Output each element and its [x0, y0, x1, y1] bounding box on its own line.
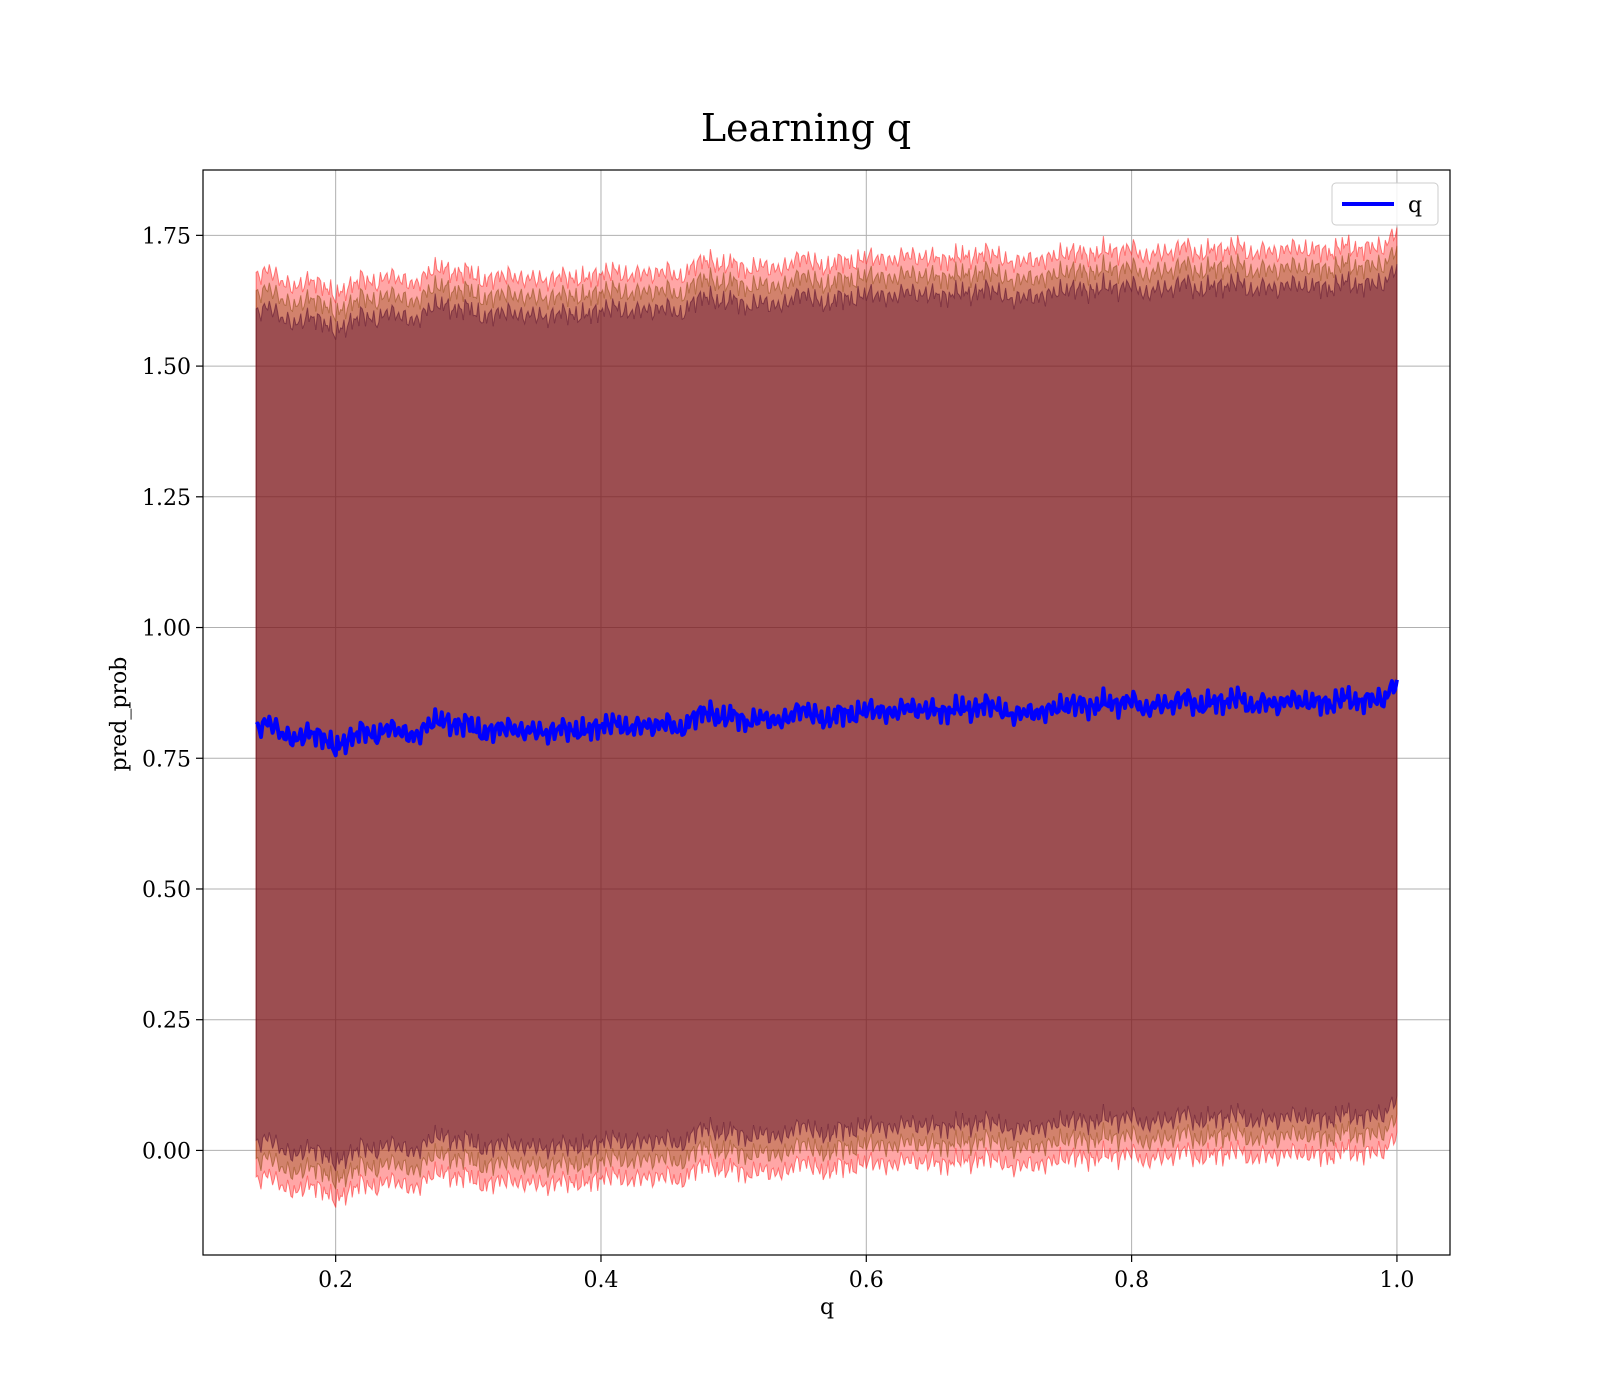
x-tick-label: 0.4: [583, 1268, 618, 1293]
x-tick-label: 0.6: [849, 1268, 884, 1293]
y-tick-label: 0.00: [142, 1139, 191, 1164]
y-tick-label: 1.25: [142, 486, 191, 511]
chart-title: Learning q: [701, 106, 911, 150]
y-tick-label: 1.75: [142, 224, 191, 249]
series-line-q: [254, 679, 1399, 758]
y-tick-label: 0.50: [142, 878, 191, 903]
y-tick-label: 0.25: [142, 1009, 191, 1034]
legend-label-q: q: [1408, 193, 1422, 218]
y-tick-label: 1.50: [142, 355, 191, 380]
x-axis-label: q: [820, 1295, 834, 1320]
y-tick-label: 0.75: [142, 747, 191, 772]
y-tick-label: 1.00: [142, 617, 191, 642]
x-tick-label: 0.2: [318, 1268, 353, 1293]
line-layer: [254, 679, 1399, 758]
x-tick-label: 0.8: [1114, 1268, 1149, 1293]
legend: q: [1331, 182, 1439, 226]
x-tick-label: 1.0: [1379, 1268, 1414, 1293]
tick-layer: 0.2 0.4 0.6 0.8 1.0 0.00 0.25 0.50 0.75 1.00 1.25 1…: [142, 224, 1414, 1293]
y-axis-label: pred_prob: [107, 657, 132, 772]
axes-frame: [202, 169, 1451, 1256]
